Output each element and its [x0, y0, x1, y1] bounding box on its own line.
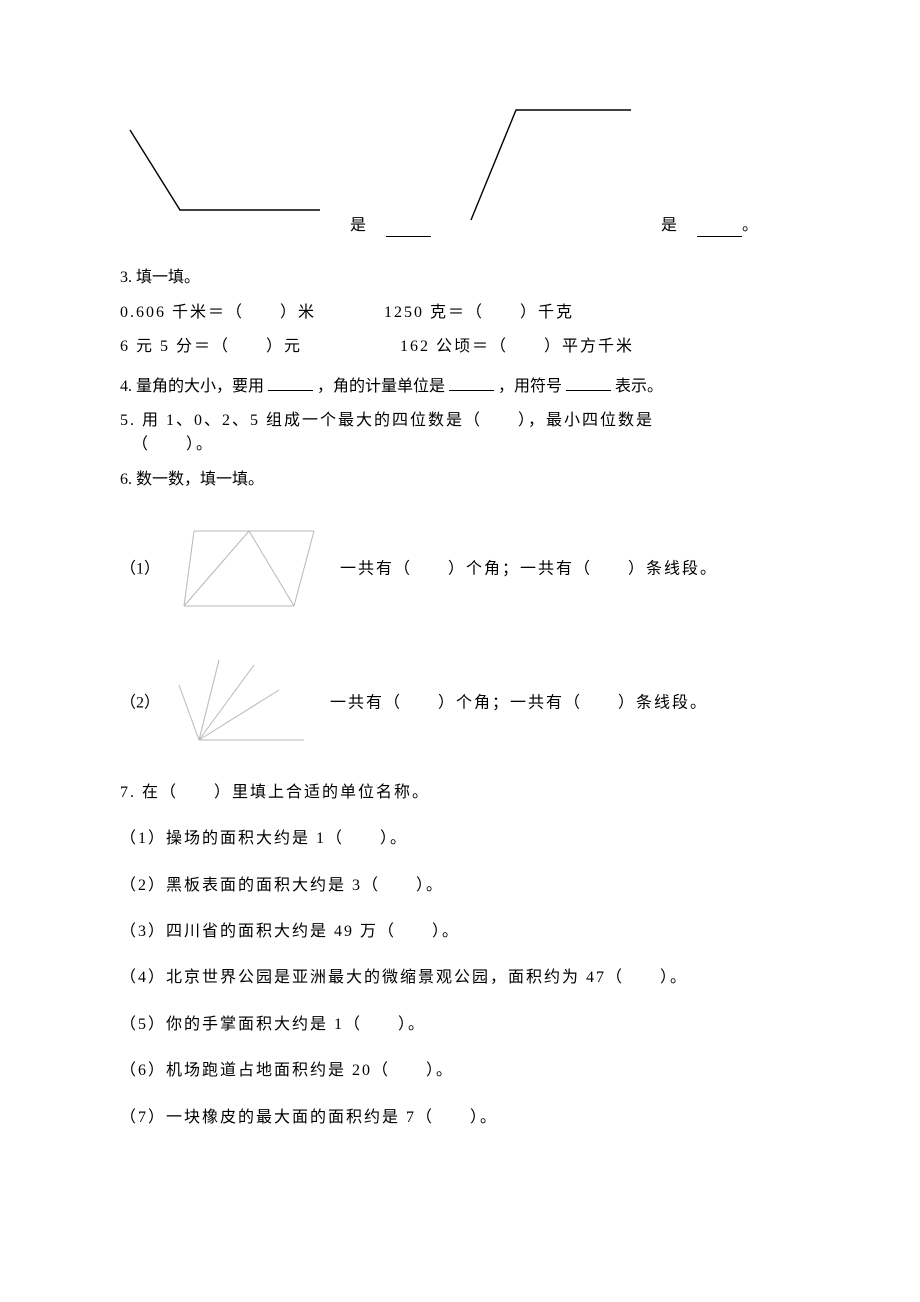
angle-figure-2	[461, 100, 641, 237]
q4-d: 表示。	[615, 378, 663, 395]
q4-blank2[interactable]	[449, 375, 494, 391]
q6-item1: （1） 一共有（ ）个角；一共有（ ）条线段。	[120, 521, 800, 618]
q5-line2: （ ）。	[132, 434, 800, 456]
blank-2[interactable]	[697, 221, 742, 237]
q7-item-4: （4）北京世界公园是亚洲最大的微缩景观公园，面积约为 47（ ）。	[120, 967, 800, 989]
q4-blank3[interactable]	[566, 375, 611, 391]
q6-item1-prefix: （1）	[120, 561, 160, 578]
q7-item-2: （2）黑板表面的面积大约是 3（ ）。	[120, 875, 800, 897]
q6-figure-1	[164, 521, 324, 618]
q3-line1-b: 1250 克＝（ ）千克	[384, 304, 574, 321]
q5-line1: 5. 用 1、0、2、5 组成一个最大的四位数是（ ），最小四位数是	[120, 410, 800, 432]
is-label-1: 是	[350, 215, 366, 237]
q4-a: 4. 量角的大小，要用	[120, 378, 264, 395]
q7-item-3: （3）四川省的面积大约是 49 万（ ）。	[120, 921, 800, 943]
q4-b: ，角的计量单位是	[317, 378, 445, 395]
q7-item-7: （7）一块橡皮的最大面的面积约是 7（ ）。	[120, 1107, 800, 1129]
q7-items: （1）操场的面积大约是 1（ ）。 （2）黑板表面的面积大约是 3（ ）。 （3）四…	[120, 828, 800, 1129]
q6-item2-text: 一共有（ ）个角；一共有（ ）条线段。	[330, 694, 708, 711]
q4-blank1[interactable]	[268, 375, 313, 391]
q4-line: 4. 量角的大小，要用 ，角的计量单位是 ，用符号 表示。	[120, 375, 800, 398]
q3-line2-a: 6 元 5 分＝（ ）元	[120, 338, 302, 355]
q6-item1-text: 一共有（ ）个角；一共有（ ）条线段。	[340, 561, 718, 578]
q7-title: 7. 在（ ）里填上合适的单位名称。	[120, 782, 800, 804]
q7-item-1: （1）操场的面积大约是 1（ ）。	[120, 828, 800, 850]
is-label-2: 是	[661, 215, 677, 237]
angle-figures-row: 是 是 。	[120, 100, 800, 237]
blank-1[interactable]	[386, 221, 431, 237]
q3-title: 3. 填一填。	[120, 267, 800, 289]
q3-line2-b: 162 公顷＝（ ）平方千米	[400, 338, 634, 355]
q6-item2: （2） 一共有（ ）个角；一共有（ ）条线段。	[120, 655, 800, 752]
q4-c: ，用符号	[498, 378, 562, 395]
q7-item-5: （5）你的手掌面积大约是 1（ ）。	[120, 1014, 800, 1036]
q7-item-6: （6）机场跑道占地面积约是 20（ ）。	[120, 1060, 800, 1082]
q3-line2: 6 元 5 分＝（ ）元 162 公顷＝（ ）平方千米	[120, 336, 800, 358]
q6-title: 6. 数一数，填一填。	[120, 469, 800, 491]
q3-line1-a: 0.606 千米＝（ ）米	[120, 304, 316, 321]
period: 。	[742, 215, 758, 237]
q3-line1: 0.606 千米＝（ ）米 1250 克＝（ ）千克	[120, 302, 800, 324]
angle-figure-1	[120, 120, 330, 237]
q6-item2-prefix: （2）	[120, 694, 160, 711]
q6-figure-2	[164, 655, 314, 752]
